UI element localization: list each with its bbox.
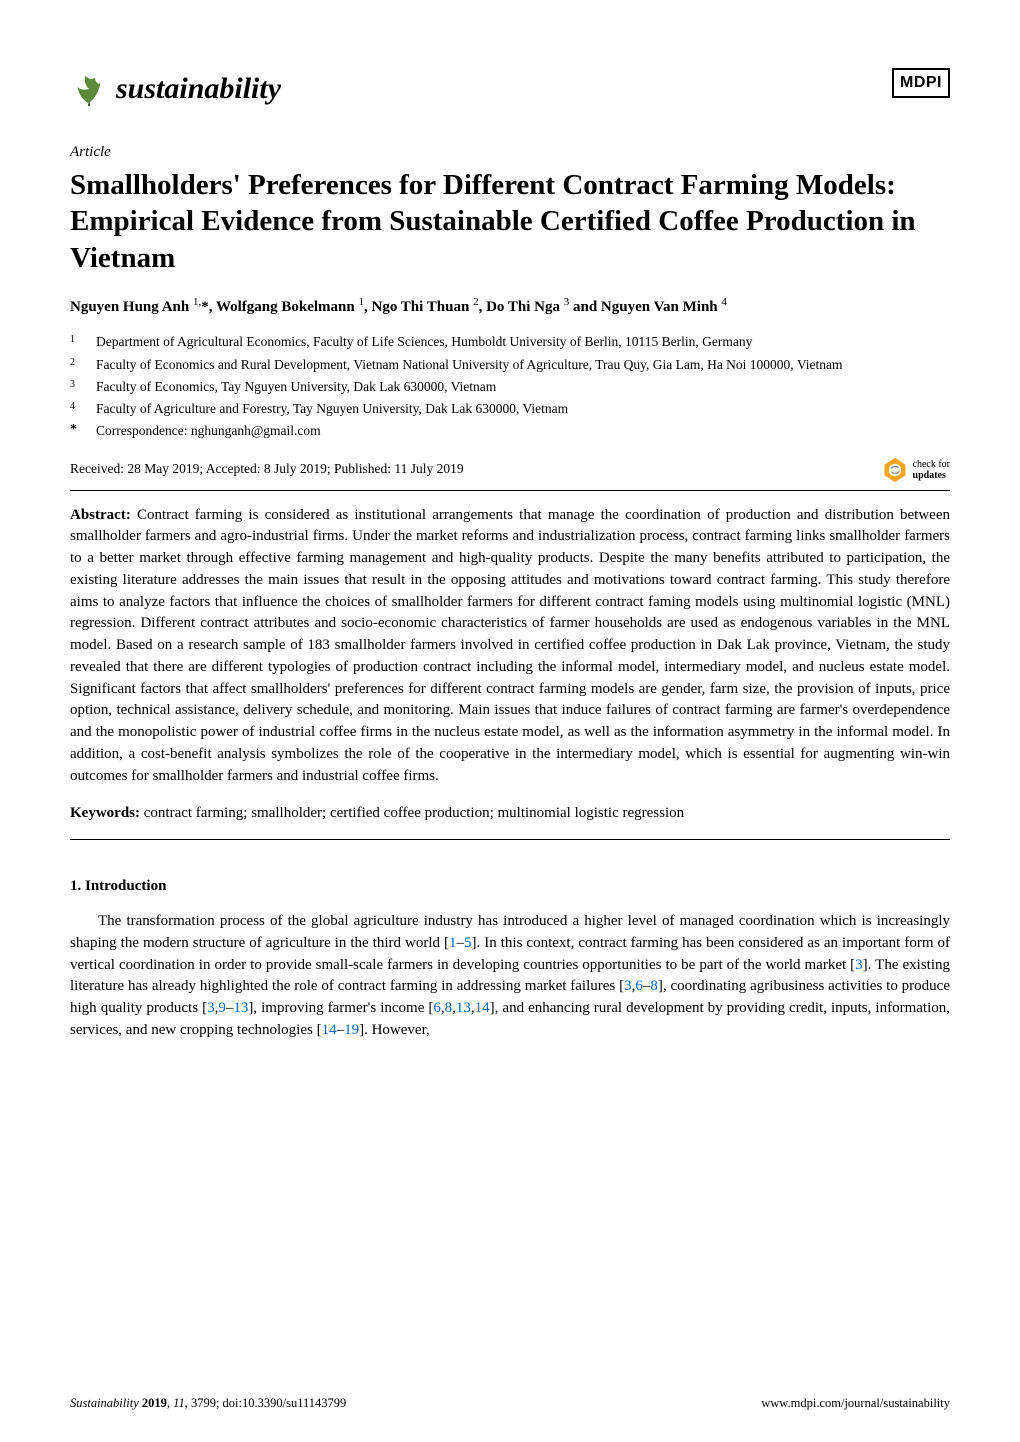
- check-updates-line1: check for: [913, 459, 950, 470]
- section-heading: 1. Introduction: [70, 876, 950, 897]
- dates-row: Received: 28 May 2019; Accepted: 8 July …: [70, 456, 950, 484]
- intro-text: ], improving farmer's income [: [248, 1000, 433, 1016]
- citation-link[interactable]: 6: [635, 978, 643, 994]
- citation-link[interactable]: 14: [322, 1022, 337, 1038]
- affiliation-num: 3: [70, 377, 75, 392]
- check-updates-line2: updates: [913, 470, 950, 481]
- citation-link[interactable]: 13: [233, 1000, 248, 1016]
- leaf-icon: [70, 70, 108, 108]
- footer-journal: Sustainability: [70, 1396, 142, 1410]
- author-5-affil: 4: [721, 296, 727, 308]
- page-footer: Sustainability 2019, 11, 3799; doi:10.33…: [70, 1395, 950, 1413]
- header-row: sustainability MDPI: [70, 68, 950, 110]
- journal-name: sustainability: [116, 68, 281, 110]
- affiliation-text: Faculty of Economics and Rural Developme…: [96, 357, 843, 372]
- author-1: Nguyen Hung Anh: [70, 299, 193, 315]
- abstract: Abstract: Contract farming is considered…: [70, 505, 950, 788]
- keywords-label: Keywords:: [70, 805, 140, 821]
- affiliation-text: Faculty of Economics, Tay Nguyen Univers…: [96, 379, 496, 394]
- footer-doi: , 3799; doi:10.3390/su11143799: [185, 1396, 347, 1410]
- corresponding-star: *: [201, 299, 209, 315]
- citation-link[interactable]: 3: [624, 978, 632, 994]
- affiliation-item: 1Department of Agricultural Economics, F…: [96, 332, 950, 352]
- publisher-logo: MDPI: [892, 68, 950, 98]
- affiliation-item: 2Faculty of Economics and Rural Developm…: [96, 355, 950, 375]
- citation-link[interactable]: 19: [344, 1022, 359, 1038]
- authors: Nguyen Hung Anh 1,*, Wolfgang Bokelmann …: [70, 294, 950, 319]
- author-1-affil: 1,: [193, 296, 201, 308]
- footer-citation: Sustainability 2019, 11, 3799; doi:10.33…: [70, 1395, 346, 1413]
- intro-text: –: [457, 935, 465, 951]
- citation-link[interactable]: 3: [855, 957, 863, 973]
- author-3: , Ngo Thi Thuan: [364, 299, 473, 315]
- check-updates-text: check for updates: [913, 459, 950, 481]
- footer-year: 2019: [142, 1396, 167, 1410]
- introduction-paragraph: The transformation process of the global…: [70, 911, 950, 1042]
- affiliations-list: 1 Department of Agricultural Economics, F…: [70, 332, 950, 441]
- article-type: Article: [70, 142, 950, 163]
- author-and: and Nguyen Van Minh: [569, 299, 721, 315]
- affiliation-num: 4: [70, 399, 75, 414]
- check-updates-badge[interactable]: check for updates: [881, 456, 950, 484]
- citation-link[interactable]: 14: [475, 1000, 490, 1016]
- intro-text: ]. However,: [359, 1022, 430, 1038]
- affiliation-item: *Correspondence: nghunganh@gmail.com: [96, 421, 950, 441]
- affiliation-item: 4Faculty of Agriculture and Forestry, Ta…: [96, 399, 950, 419]
- citation-link[interactable]: 8: [650, 978, 658, 994]
- citation-link[interactable]: 5: [464, 935, 472, 951]
- keywords-text: contract farming; smallholder; certified…: [140, 805, 684, 821]
- keywords: Keywords: contract farming; smallholder;…: [70, 803, 950, 825]
- publication-dates: Received: 28 May 2019; Accepted: 8 July …: [70, 460, 464, 479]
- author-2: , Wolfgang Bokelmann: [209, 299, 359, 315]
- footer-url[interactable]: www.mdpi.com/journal/sustainability: [761, 1395, 950, 1413]
- citation-link[interactable]: 9: [218, 1000, 226, 1016]
- citation-link[interactable]: 3: [207, 1000, 215, 1016]
- affiliation-num: 2: [70, 355, 75, 370]
- citation-link[interactable]: 1: [449, 935, 457, 951]
- footer-volume: , 11: [167, 1396, 185, 1410]
- abstract-label: Abstract:: [70, 507, 131, 523]
- divider: [70, 490, 950, 491]
- intro-text: –: [337, 1022, 345, 1038]
- affiliation-text: Faculty of Agriculture and Forestry, Tay…: [96, 401, 568, 416]
- affiliation-item: 3Faculty of Economics, Tay Nguyen Univer…: [96, 377, 950, 397]
- abstract-text: Contract farming is considered as instit…: [70, 507, 950, 784]
- correspondence-star: *: [70, 419, 77, 440]
- citation-link[interactable]: 6: [433, 1000, 441, 1016]
- article-title: Smallholders' Preferences for Different …: [70, 167, 950, 276]
- journal-logo: sustainability: [70, 68, 281, 110]
- check-updates-icon: [881, 456, 909, 484]
- author-4: , Do Thi Nga: [479, 299, 564, 315]
- affiliation-text: Department of Agricultural Economics, Fa…: [96, 334, 752, 349]
- affiliation-num: 1: [70, 332, 75, 347]
- citation-link[interactable]: 13: [456, 1000, 471, 1016]
- divider: [70, 839, 950, 840]
- correspondence-text: Correspondence: nghunganh@gmail.com: [96, 423, 321, 438]
